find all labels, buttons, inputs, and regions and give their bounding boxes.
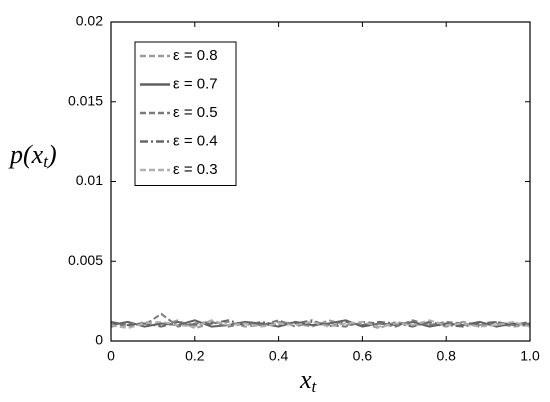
y-tick-label: 0 (95, 332, 103, 348)
legend-label: ε = 0.8 (173, 47, 218, 64)
y-label-sub: t (43, 152, 49, 171)
y-axis-label: p(xt) (8, 140, 57, 171)
y-label-close: ) (46, 140, 57, 169)
series-line (110, 319, 531, 330)
x-tick-label: 1.0 (520, 348, 540, 364)
x-tick-label: 0 (107, 348, 115, 364)
y-tick-label: 0.005 (68, 252, 103, 268)
legend-label: ε = 0.5 (173, 104, 218, 121)
x-label-sub: t (312, 377, 318, 396)
legend-label: ε = 0.3 (173, 161, 218, 178)
y-tick-label: 0.015 (68, 92, 103, 108)
x-tick-label: 0.8 (436, 348, 456, 364)
y-tick-label: 0.02 (76, 13, 103, 29)
x-axis-label: xt (299, 365, 318, 396)
y-tick-label: 0.01 (76, 172, 103, 188)
plot-frame (110, 21, 531, 342)
legend-label: ε = 0.4 (173, 132, 218, 149)
x-tick-label: 0.6 (353, 348, 373, 364)
x-label-main: x (299, 365, 312, 394)
series-line (110, 319, 531, 328)
legend-box (134, 41, 237, 186)
legend-label: ε = 0.7 (173, 75, 218, 92)
y-label-main: p(x (8, 140, 44, 169)
x-tick-label: 0.4 (269, 348, 289, 364)
x-tick-label: 0.2 (185, 348, 205, 364)
